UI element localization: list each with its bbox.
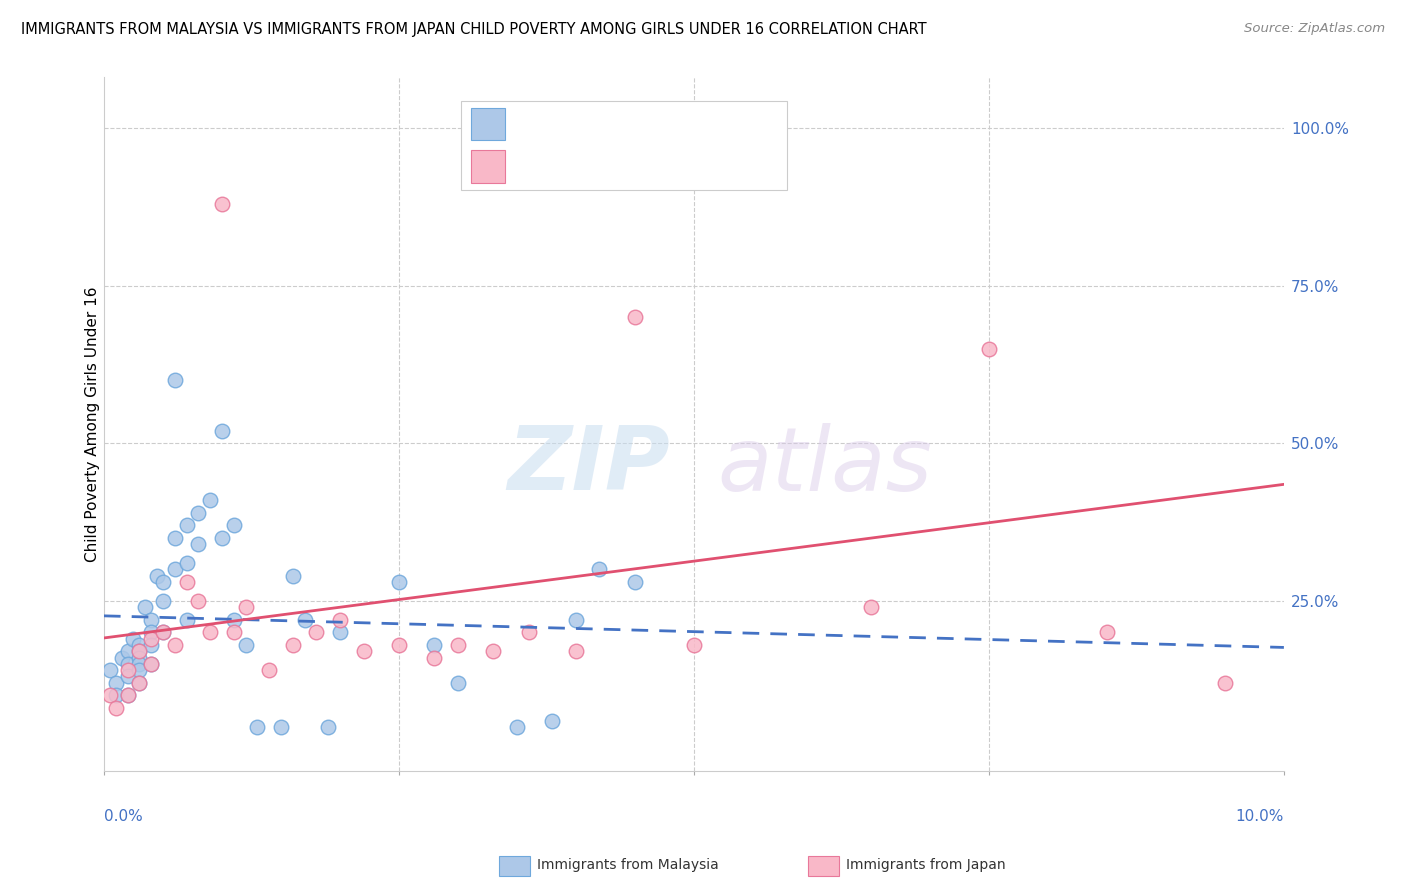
Point [163,373,186,387]
Point [139,657,162,671]
Point [152,574,174,589]
Point [388,574,411,589]
Point [447,638,470,652]
Point [423,650,446,665]
Point [128,675,150,690]
Point [117,663,139,677]
Point [329,613,352,627]
Text: atlas: atlas [717,423,932,508]
Point [1095,625,1118,640]
Point [134,600,156,615]
Point [187,537,209,551]
Point [117,689,139,703]
Point [235,638,257,652]
Text: Immigrants from Japan: Immigrants from Japan [846,858,1007,872]
Point [257,663,280,677]
Point [211,424,233,438]
Point [294,613,316,627]
Point [316,720,339,734]
Point [128,650,150,665]
Point [128,644,150,658]
Point [176,556,198,570]
Point [176,574,198,589]
Point [517,625,540,640]
Point [128,657,150,671]
Point [98,663,121,677]
Point [222,625,245,640]
Point [152,625,174,640]
Point [211,196,233,211]
Point [139,657,162,671]
Point [139,625,162,640]
Point [588,562,610,576]
Point [541,714,564,728]
Point [152,625,174,640]
Point [281,638,304,652]
Point [117,689,139,703]
Point [128,638,150,652]
Point [741,120,763,135]
Point [198,625,221,640]
Point [139,638,162,652]
Point [176,613,198,627]
Point [482,644,505,658]
Point [146,568,169,582]
Text: 10.0%: 10.0% [1236,809,1284,824]
Point [176,518,198,533]
Point [246,720,269,734]
Point [506,720,529,734]
Point [353,644,375,658]
Point [139,632,162,646]
Point [683,638,706,652]
Point [1213,675,1236,690]
Point [624,310,647,324]
Point [163,562,186,576]
Point [198,492,221,507]
Point [281,568,304,582]
Point [270,720,292,734]
Point [447,675,470,690]
Point [163,638,186,652]
Point [859,600,882,615]
Point [117,644,139,658]
Point [211,531,233,545]
Point [565,613,588,627]
Point [163,531,186,545]
Point [305,625,328,640]
Y-axis label: Child Poverty Among Girls Under 16: Child Poverty Among Girls Under 16 [86,286,100,562]
Point [624,574,647,589]
Point [187,594,209,608]
Point [104,701,127,715]
Point [388,638,411,652]
Point [152,594,174,608]
Point [104,689,127,703]
Point [117,657,139,671]
Text: ZIP: ZIP [508,422,671,509]
Point [122,632,145,646]
Point [423,638,446,652]
Point [117,669,139,683]
Text: IMMIGRANTS FROM MALAYSIA VS IMMIGRANTS FROM JAPAN CHILD POVERTY AMONG GIRLS UNDE: IMMIGRANTS FROM MALAYSIA VS IMMIGRANTS F… [21,22,927,37]
Point [128,663,150,677]
Text: 0.0%: 0.0% [104,809,142,824]
Point [104,675,127,690]
Point [110,650,132,665]
Point [222,518,245,533]
Point [98,689,121,703]
Point [565,644,588,658]
Text: Immigrants from Malaysia: Immigrants from Malaysia [537,858,718,872]
Point [329,625,352,640]
Point [139,613,162,627]
Point [128,675,150,690]
Point [235,600,257,615]
Point [222,613,245,627]
Point [128,644,150,658]
Text: Source: ZipAtlas.com: Source: ZipAtlas.com [1244,22,1385,36]
Point [187,506,209,520]
Point [977,342,1000,356]
